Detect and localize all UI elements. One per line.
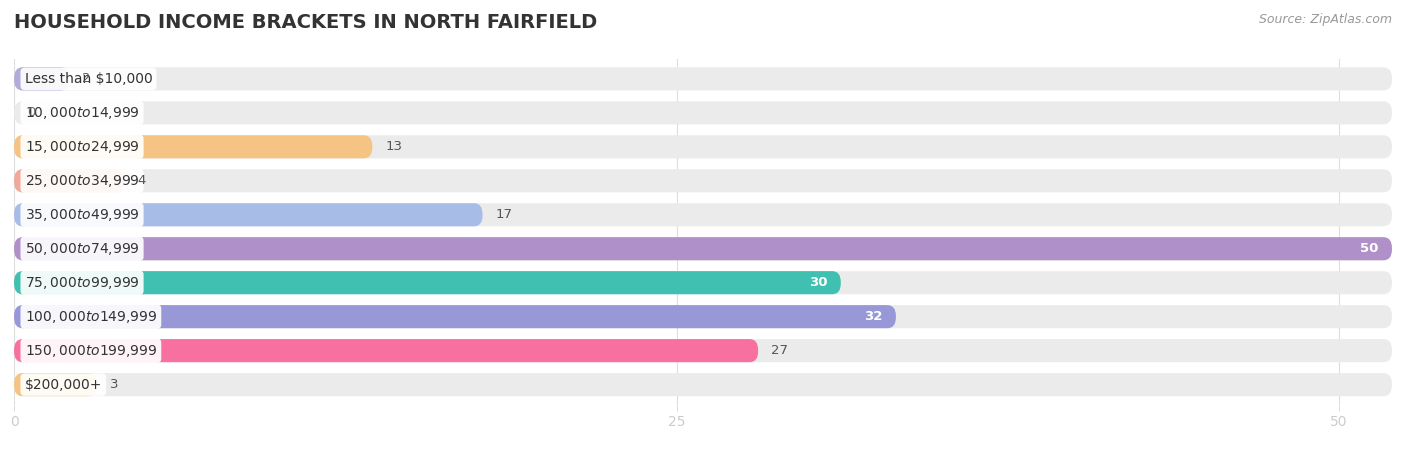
Text: $10,000 to $14,999: $10,000 to $14,999 [25, 105, 139, 121]
Text: $200,000+: $200,000+ [25, 378, 103, 392]
FancyBboxPatch shape [14, 203, 1392, 226]
Text: 13: 13 [385, 140, 402, 153]
Text: 27: 27 [772, 344, 789, 357]
FancyBboxPatch shape [14, 135, 373, 158]
FancyBboxPatch shape [14, 169, 1392, 192]
FancyBboxPatch shape [14, 339, 1392, 362]
Text: 17: 17 [496, 208, 513, 221]
Text: 2: 2 [83, 72, 91, 86]
Text: 50: 50 [1361, 242, 1379, 255]
FancyBboxPatch shape [14, 305, 896, 328]
Text: $150,000 to $199,999: $150,000 to $199,999 [25, 342, 157, 359]
FancyBboxPatch shape [14, 271, 841, 294]
Text: 3: 3 [110, 378, 118, 391]
FancyBboxPatch shape [14, 203, 482, 226]
Text: $75,000 to $99,999: $75,000 to $99,999 [25, 274, 139, 291]
FancyBboxPatch shape [14, 237, 1392, 260]
Text: $15,000 to $24,999: $15,000 to $24,999 [25, 139, 139, 155]
FancyBboxPatch shape [14, 237, 1392, 260]
FancyBboxPatch shape [14, 271, 1392, 294]
FancyBboxPatch shape [14, 305, 1392, 328]
Text: $35,000 to $49,999: $35,000 to $49,999 [25, 207, 139, 223]
FancyBboxPatch shape [14, 68, 69, 90]
Text: 0: 0 [27, 106, 35, 119]
FancyBboxPatch shape [14, 68, 1392, 90]
Text: Less than $10,000: Less than $10,000 [25, 72, 152, 86]
FancyBboxPatch shape [14, 373, 97, 396]
Text: $25,000 to $34,999: $25,000 to $34,999 [25, 173, 139, 189]
FancyBboxPatch shape [14, 169, 124, 192]
FancyBboxPatch shape [14, 339, 758, 362]
Text: HOUSEHOLD INCOME BRACKETS IN NORTH FAIRFIELD: HOUSEHOLD INCOME BRACKETS IN NORTH FAIRF… [14, 14, 598, 32]
FancyBboxPatch shape [14, 135, 1392, 158]
Text: $50,000 to $74,999: $50,000 to $74,999 [25, 241, 139, 257]
FancyBboxPatch shape [14, 101, 1392, 124]
Text: 30: 30 [808, 276, 828, 289]
Text: 4: 4 [138, 174, 146, 187]
Text: 32: 32 [865, 310, 883, 323]
Text: $100,000 to $149,999: $100,000 to $149,999 [25, 309, 157, 325]
FancyBboxPatch shape [14, 373, 1392, 396]
Text: Source: ZipAtlas.com: Source: ZipAtlas.com [1258, 14, 1392, 27]
